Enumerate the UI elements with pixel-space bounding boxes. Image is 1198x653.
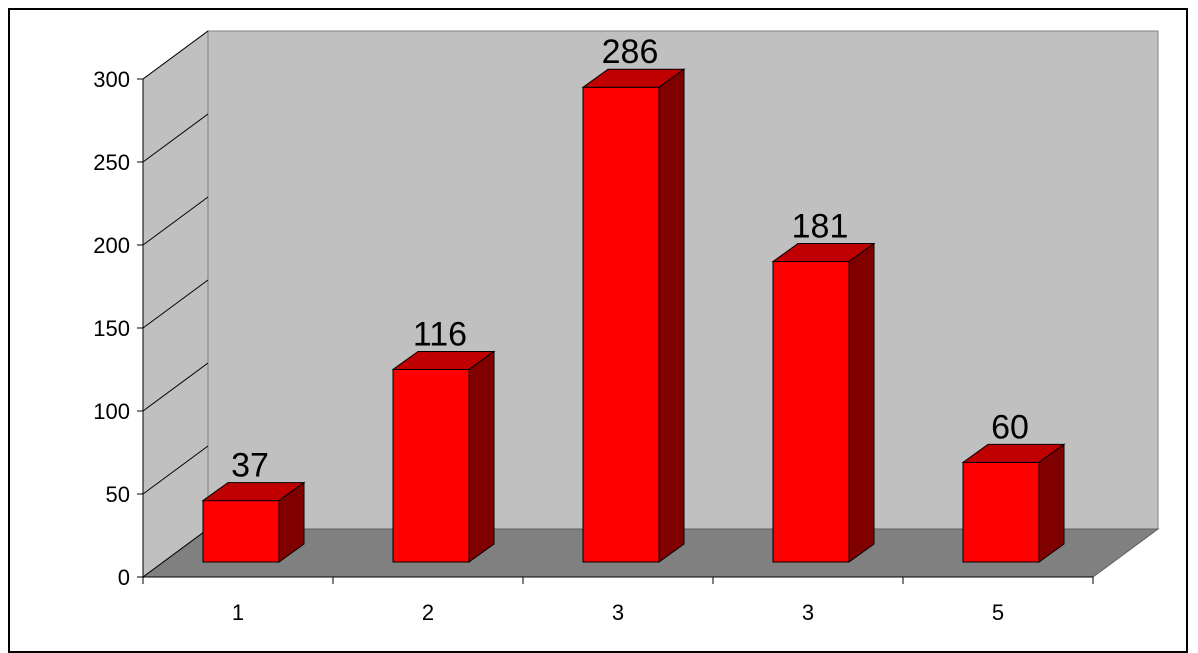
y-tick-label: 200	[93, 233, 130, 258]
x-tick-label: 3	[612, 600, 624, 625]
x-tick-label: 3	[802, 600, 814, 625]
y-tick-label: 250	[93, 150, 130, 175]
y-tick-depth-line	[142, 362, 209, 412]
y-tick-depth-line	[142, 445, 209, 495]
bar-side	[278, 481, 305, 563]
y-tick-label: 300	[93, 67, 130, 92]
data-labels: 37 116 286 181 60	[231, 33, 1029, 484]
bars	[201, 68, 1066, 563]
bar-side	[658, 68, 685, 563]
bar-value-label: 286	[602, 33, 659, 71]
bar	[202, 500, 280, 563]
bar-value-label: 60	[991, 408, 1029, 446]
y-tick-label: 50	[106, 482, 130, 507]
bar-side	[1038, 443, 1065, 563]
y-tick-label: 150	[93, 316, 130, 341]
axes: 0 50 100 150 200 250 300 1 2 3 3 5	[93, 30, 1094, 625]
x-tick-label: 2	[422, 600, 434, 625]
x-tick-label: 5	[992, 600, 1004, 625]
y-tick-depth-line	[142, 528, 209, 578]
bar	[392, 368, 470, 563]
bar	[962, 461, 1040, 563]
x-tick-label: 1	[232, 600, 244, 625]
bar	[772, 261, 850, 563]
y-tick-label: 0	[118, 565, 130, 590]
bar-value-label: 37	[231, 447, 269, 485]
bar-value-label: 116	[413, 315, 467, 353]
bar	[582, 86, 660, 563]
bar-value-label: 181	[792, 208, 849, 246]
y-tick-depth-line	[142, 113, 209, 163]
y-tick-depth-line	[142, 196, 209, 246]
y-tick-depth-line	[142, 30, 209, 80]
bar-side	[468, 350, 495, 563]
y-tick-depth-line	[142, 279, 209, 329]
y-tick-label: 100	[93, 399, 130, 424]
bar-side	[848, 242, 875, 563]
